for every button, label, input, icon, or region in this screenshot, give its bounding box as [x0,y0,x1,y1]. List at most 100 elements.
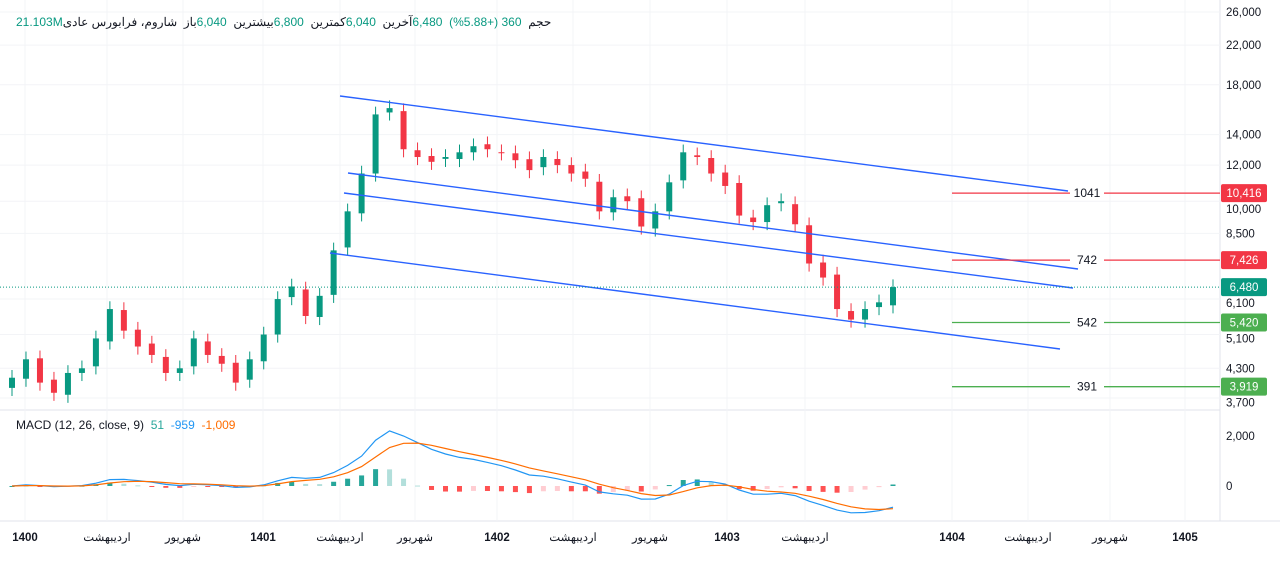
candle-body [386,108,393,113]
candle-body [190,338,197,367]
macd-histogram-bar [443,486,449,492]
macd-histogram-bar [792,486,798,489]
close-label: آخرین [382,15,413,29]
time-tick-label: اردیبهشت [316,531,363,544]
candle-body [92,338,99,367]
candle-body [120,310,127,331]
candle [204,333,211,364]
candle [638,190,645,235]
candle-body [78,368,85,373]
trendline-mid-upper[interactable] [347,172,1079,270]
candle [288,278,295,306]
candle [596,173,603,220]
candle [78,360,85,382]
candle [22,351,29,387]
candle-body [260,334,267,362]
candle-body [204,341,211,355]
candle-body [344,211,351,248]
candle [610,189,617,221]
candle-body [232,362,239,383]
candle [246,351,253,388]
macd-histogram-value: 51 [150,418,165,432]
candle-body [288,286,295,298]
candle [876,294,883,316]
macd-histogram-bar [526,486,532,494]
candle-body [764,205,771,223]
macd-histogram-bar [107,482,113,486]
candle-body [358,173,365,214]
candle-body [582,171,589,179]
macd-histogram-bar [359,475,365,486]
macd-legend[interactable]: MACD (12, 26, close, 9) 51 -959 -1,009 [16,418,235,432]
macd-histogram-bar [135,485,141,487]
macd-histogram-bar [680,480,686,486]
price-tick-label: 26,000 [1226,7,1261,19]
macd-histogram-bar [401,478,407,486]
candle [176,360,183,382]
macd-histogram-bar [652,486,658,490]
macd-histogram-bar [596,486,602,494]
candle-body [22,359,29,379]
candle-body [302,289,309,316]
macd-histogram-bar [554,486,560,491]
candle [806,217,813,272]
trendline-upper[interactable] [339,95,1069,192]
candle-body [372,114,379,174]
candle-body [694,155,701,158]
candle-body [148,343,155,355]
open-label: باز [183,15,197,29]
candle-body [50,379,57,393]
price-tick-label: 4,300 [1226,363,1255,375]
macd-histogram-bar [666,485,672,487]
candle [540,149,547,176]
candle [834,266,841,318]
trend-channel[interactable] [329,95,1079,350]
current-price-tag [1221,278,1267,297]
candle [582,163,589,187]
close-value: 6,480 [412,15,443,29]
candle-body [554,158,561,166]
trendline-lower[interactable] [329,252,1061,350]
low-label: کمترین [310,15,346,29]
volume-value: 21.103M [16,15,63,29]
candle [694,147,701,166]
candle-body [526,159,533,171]
price-axis[interactable]: 26,000 22,000 18,000 14,000 12,000 10,000 8,50… [1221,7,1267,493]
candle-body [400,111,407,150]
change-value: 360 (+5.88%) [449,15,522,29]
time-axis[interactable]: 1400 اردیبهشت شهریور 1401 اردیبهشت شهریور 1402… [12,531,1198,544]
time-tick-label: اردیبهشت [1004,531,1051,544]
candle-body [330,250,337,295]
candle-body [638,198,645,227]
high-value: 6,800 [273,15,304,29]
time-tick-label: 1403 [714,532,740,544]
candle-body [540,157,547,168]
candle-body [274,299,281,335]
macd-histogram-bar [317,484,323,486]
macd-histogram-bar [470,486,476,491]
candle-body [848,311,855,320]
price-tick-label: 10,000 [1226,204,1261,216]
candle [708,150,715,182]
time-tick-label: شهریور [164,532,201,544]
price-tick-label: 22,000 [1226,40,1261,52]
candle [64,365,71,403]
level-tag [1221,313,1267,332]
macd-histogram-bar [331,481,337,486]
time-tick-label: شهریور [1091,532,1128,544]
macd-signal-value: -1,009 [201,418,236,432]
candle [722,164,729,195]
candle [386,100,393,121]
price-tick-label: 6,100 [1226,298,1255,310]
candle [442,149,449,167]
candle [484,136,491,158]
candle [792,196,799,233]
macd-histogram-bar [498,486,504,492]
candle [890,279,896,314]
candle [414,142,421,166]
open-value: 6,040 [196,15,227,29]
trendline-mid[interactable] [343,192,1074,289]
candle [218,348,225,372]
macd-histogram-bar [638,486,644,492]
